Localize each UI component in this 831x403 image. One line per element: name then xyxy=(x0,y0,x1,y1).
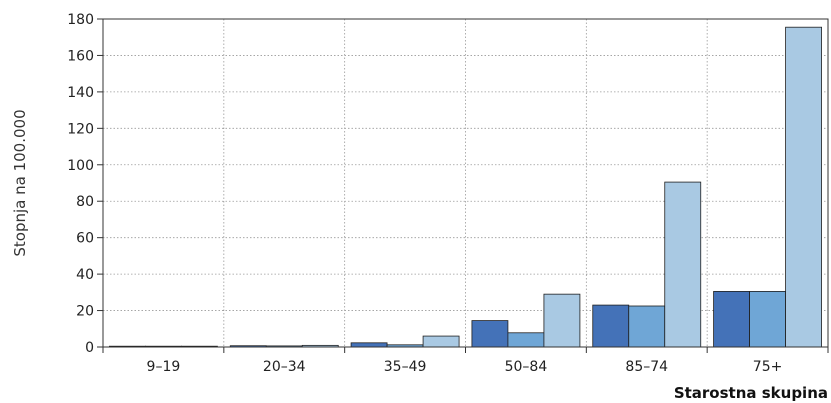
bar xyxy=(664,181,702,348)
bar xyxy=(713,291,750,348)
grid-lines xyxy=(103,19,828,347)
y-tick-label: 180 xyxy=(67,12,94,28)
x-tick-label: 85–74 xyxy=(625,359,668,375)
bar xyxy=(592,304,630,348)
bar xyxy=(422,335,460,348)
bar xyxy=(628,305,666,348)
bar xyxy=(785,26,822,348)
y-tick-label: 80 xyxy=(76,194,94,210)
y-axis-title: Stopnja na 100.000 xyxy=(11,109,29,256)
y-tick-label: 120 xyxy=(67,121,94,137)
y-tick-label: 100 xyxy=(67,158,94,174)
bar xyxy=(471,320,509,348)
x-tick-label: 9–19 xyxy=(147,359,181,375)
x-tick-label: 20–34 xyxy=(263,359,306,375)
y-tick-label: 140 xyxy=(67,85,94,101)
x-axis: 9–19 20–34 35–49 50–84 85–74 75+ xyxy=(102,347,829,375)
y-tick-label: 60 xyxy=(76,231,94,247)
bar xyxy=(507,332,545,348)
x-axis-title: Starostna skupina xyxy=(674,384,828,402)
y-tick-label: 0 xyxy=(85,340,94,356)
bar xyxy=(543,293,581,348)
x-tick-label: 75+ xyxy=(753,359,783,375)
y-tick-label: 160 xyxy=(67,48,94,64)
bar xyxy=(749,291,786,348)
bar xyxy=(350,342,388,348)
y-tick-label: 20 xyxy=(76,304,94,320)
bars xyxy=(109,26,822,348)
y-tick-label: 40 xyxy=(76,267,94,283)
x-tick-label: 50–84 xyxy=(505,359,548,375)
x-tick-label: 35–49 xyxy=(384,359,427,375)
y-axis: 0 20 40 60 80 100 120 140 160 180 xyxy=(67,12,103,356)
